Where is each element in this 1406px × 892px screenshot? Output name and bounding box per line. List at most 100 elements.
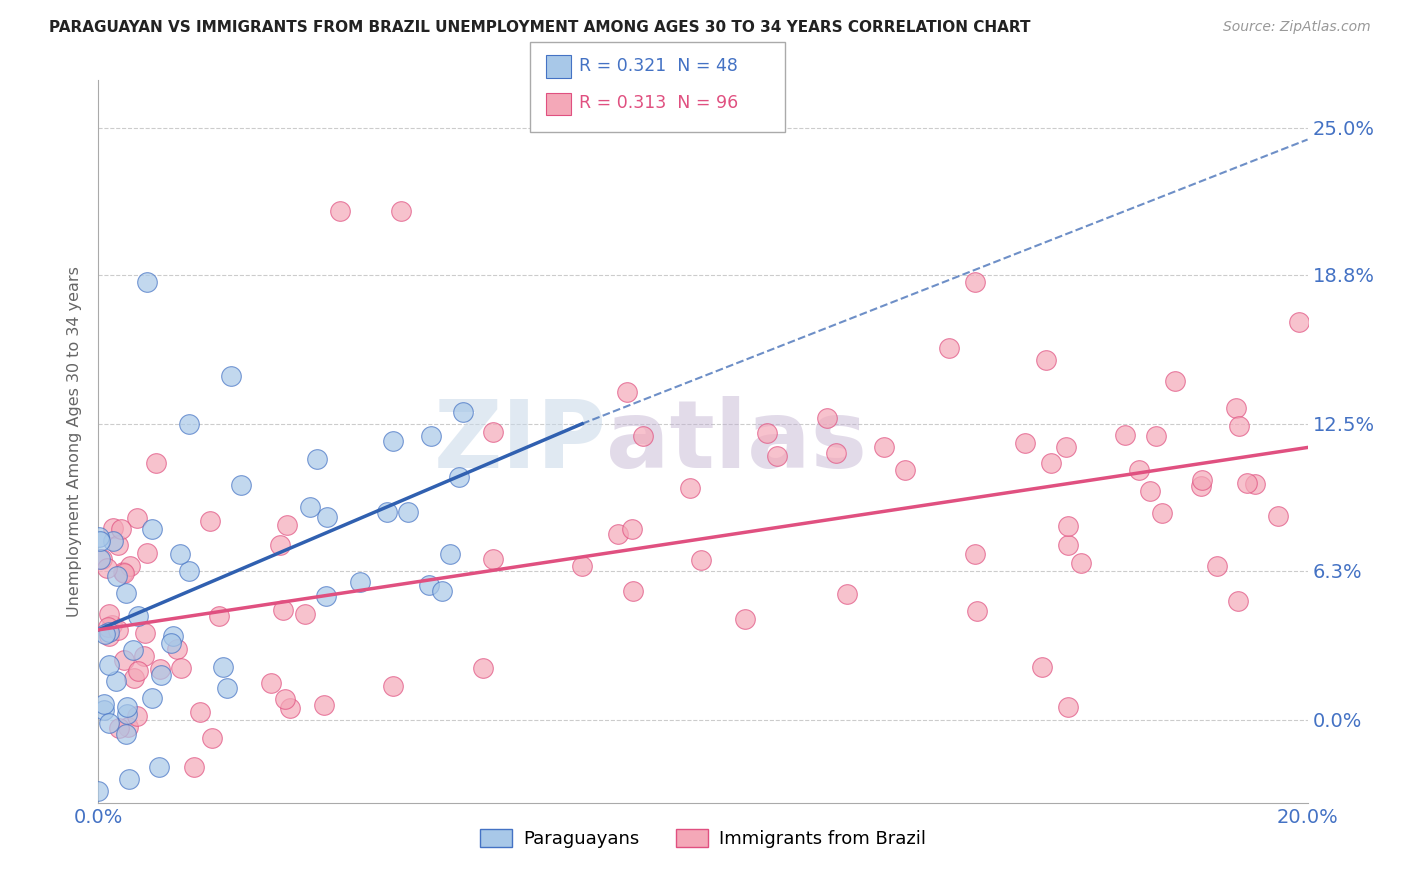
Text: ZIP: ZIP <box>433 395 606 488</box>
Point <box>966 604 988 618</box>
Point <box>260 676 283 690</box>
Point <box>125 708 148 723</box>
Point <box>315 589 337 603</box>
Point <box>1031 660 1053 674</box>
Text: R = 0.321  N = 48: R = 0.321 N = 48 <box>579 57 738 75</box>
Point <box>294 607 316 621</box>
Point <box>188 705 211 719</box>
Point <box>97 620 120 634</box>
Point <box>211 660 233 674</box>
Point <box>148 760 170 774</box>
Point <box>447 470 470 484</box>
Point <box>93 698 115 712</box>
Point <box>451 405 474 419</box>
Point <box>101 521 124 535</box>
Point <box>418 577 440 591</box>
Point <box>110 522 132 536</box>
Point <box>117 719 139 733</box>
Point <box>170 661 193 675</box>
Point <box>377 505 399 519</box>
Text: Source: ZipAtlas.com: Source: ZipAtlas.com <box>1223 20 1371 34</box>
Point <box>124 671 146 685</box>
Point <box>183 760 205 774</box>
Point <box>1056 700 1078 714</box>
Point <box>1114 427 1136 442</box>
Point <box>965 547 987 561</box>
Point <box>316 510 339 524</box>
Point <box>1267 509 1289 524</box>
Point <box>98 607 121 621</box>
Point <box>118 558 141 573</box>
Point <box>90 551 112 566</box>
Point <box>112 653 135 667</box>
Point <box>89 534 111 549</box>
Point <box>420 428 443 442</box>
Point <box>571 558 593 573</box>
Point <box>1054 441 1077 455</box>
Point <box>678 482 700 496</box>
Point <box>1206 558 1229 573</box>
Point <box>114 727 136 741</box>
Point <box>824 445 846 459</box>
Point <box>307 452 329 467</box>
Point <box>965 275 987 289</box>
Point <box>1128 463 1150 477</box>
Point <box>734 612 756 626</box>
Point <box>873 441 896 455</box>
Point <box>1191 473 1213 487</box>
Point <box>159 636 181 650</box>
Point <box>837 587 859 601</box>
Point <box>149 662 172 676</box>
Point <box>1152 507 1174 521</box>
Point <box>221 369 243 384</box>
Point <box>765 449 787 463</box>
Point <box>381 679 404 693</box>
Y-axis label: Unemployment Among Ages 30 to 34 years: Unemployment Among Ages 30 to 34 years <box>67 266 83 617</box>
Point <box>132 648 155 663</box>
Point <box>149 668 172 682</box>
Point <box>430 583 453 598</box>
Point <box>122 642 145 657</box>
Point <box>471 661 494 675</box>
Point <box>690 553 713 567</box>
Point <box>100 618 122 632</box>
Point <box>1244 477 1267 491</box>
Point <box>1189 478 1212 492</box>
Text: PARAGUAYAN VS IMMIGRANTS FROM BRAZIL UNEMPLOYMENT AMONG AGES 30 TO 34 YEARS CORR: PARAGUAYAN VS IMMIGRANTS FROM BRAZIL UNE… <box>49 20 1031 35</box>
Point <box>1035 352 1057 367</box>
Point <box>276 517 298 532</box>
Point <box>329 203 352 218</box>
Point <box>299 500 322 514</box>
Point <box>274 692 297 706</box>
Point <box>107 538 129 552</box>
Point <box>101 533 124 548</box>
Point <box>135 546 157 560</box>
Point <box>98 624 121 639</box>
Point <box>631 428 654 442</box>
Point <box>382 434 405 449</box>
Point <box>134 625 156 640</box>
Point <box>1236 475 1258 490</box>
Point <box>231 478 253 492</box>
Point <box>1039 456 1062 470</box>
Point <box>278 701 301 715</box>
Point <box>94 627 117 641</box>
Point <box>145 456 167 470</box>
Point <box>166 642 188 657</box>
Point <box>1163 374 1185 388</box>
Text: atlas: atlas <box>606 395 868 488</box>
Point <box>105 569 128 583</box>
Point <box>104 674 127 689</box>
Point <box>141 691 163 706</box>
Point <box>89 552 111 566</box>
Point <box>162 629 184 643</box>
Point <box>87 784 110 798</box>
Point <box>107 721 129 735</box>
Point <box>115 700 138 714</box>
Point <box>481 425 503 439</box>
Point <box>1014 436 1036 450</box>
Point <box>1288 315 1310 329</box>
Point <box>179 564 201 578</box>
Point <box>169 547 191 561</box>
Point <box>98 715 121 730</box>
